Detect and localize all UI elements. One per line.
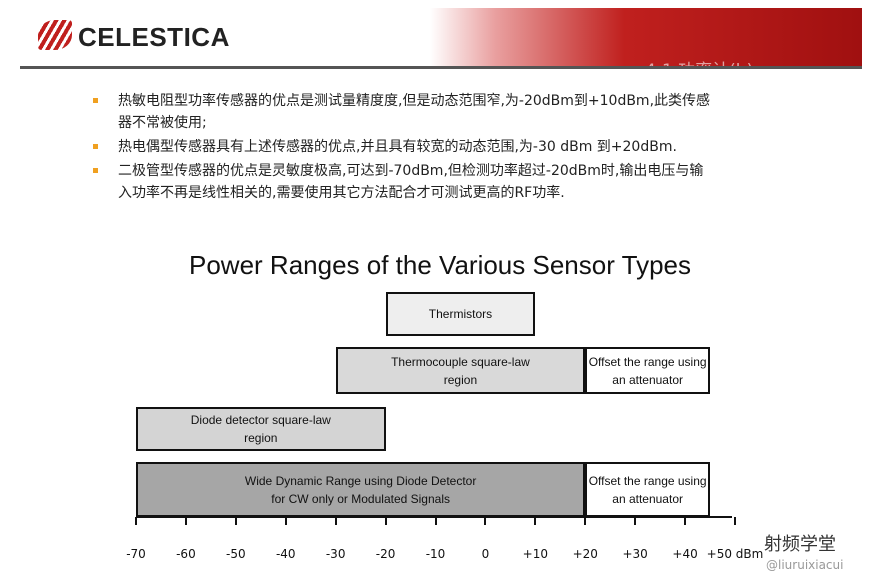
bullet-dot — [93, 144, 98, 149]
x-tick-label: +30 — [622, 547, 648, 561]
range-bar: Thermocouple square-law region — [335, 347, 586, 394]
x-tick-label: -20 — [375, 547, 396, 561]
logo: CELESTICA — [78, 22, 230, 52]
bullet-dot — [93, 98, 98, 103]
tick-mark — [734, 517, 736, 525]
bar-label: region — [244, 431, 278, 445]
tick-mark — [534, 517, 537, 525]
tick-mark — [184, 517, 187, 525]
header-banner — [430, 8, 862, 68]
header-rule — [20, 66, 862, 69]
bullet-text: 器不常被使用; — [118, 115, 207, 131]
watermark-handle: @liuruixiacui — [766, 558, 844, 572]
range-bar: Wide Dynamic Range using Diode Detector f… — [136, 462, 586, 517]
x-tick-label: 0 — [481, 547, 490, 561]
chart-title: Power Ranges of the Various Sensor Types — [189, 250, 691, 280]
bullet-text: 热敏电阻型功率传感器的优点是测试量精度度,但是动态范围窄,为-20dBm到+10… — [118, 93, 711, 109]
bar-label: an attenuator — [612, 372, 683, 387]
range-bar: Thermistors — [385, 292, 536, 336]
bullet-text: 入功率不再是线性相关的,需要使用其它方法配合才可测试更高的RF功率. — [118, 185, 565, 201]
tick-mark — [684, 517, 687, 525]
x-tick-label: -60 — [176, 547, 196, 561]
tick-mark — [284, 517, 287, 525]
range-bar: Diode detector square-law region — [136, 407, 386, 451]
x-tick-label: -10 — [425, 547, 446, 561]
tick-mark — [384, 517, 387, 525]
bar-label: for CW only or Modulated Signals — [271, 491, 450, 506]
x-tick-label: -70 — [126, 547, 146, 561]
bar-label: Thermocouple square-law — [391, 354, 530, 369]
bullet-text: 二极管型传感器的优点是灵敏度极高,可达到-70dBm,但检测功率超过-20dBm… — [118, 163, 704, 179]
x-tick-label: +40 — [672, 547, 698, 561]
x-tick-label: +10 — [522, 547, 548, 561]
bar-label: Wide Dynamic Range using Diode Detector — [244, 473, 477, 488]
range-bar: Offset the range using an attenuator — [585, 347, 711, 394]
tick-mark — [484, 517, 487, 525]
x-axis — [136, 516, 732, 518]
x-tick-label: +50 dBm — [706, 547, 764, 561]
bar-label: an attenuator — [612, 491, 683, 506]
tick-mark — [584, 517, 587, 525]
tick-mark — [634, 517, 637, 525]
bullet-dot — [93, 168, 98, 173]
x-tick-label: -50 — [226, 547, 246, 561]
tick-mark — [434, 517, 437, 525]
logo-icon — [38, 20, 72, 50]
bar-label: Offset the range using — [588, 354, 707, 369]
bar-label: Diode detector square-law — [190, 413, 331, 427]
tick-mark — [234, 517, 237, 525]
x-tick-label: -40 — [275, 547, 296, 561]
tick-mark — [135, 517, 137, 525]
x-tick-label: -30 — [325, 547, 346, 561]
bar-label: Offset the range using — [588, 473, 707, 488]
watermark: 射频学堂 — [764, 534, 836, 555]
bullet-text: 热电偶型传感器具有上述传感器的优点,并且具有较宽的动态范围,为-30 dBm 到… — [118, 139, 677, 155]
bar-label: Thermistors — [428, 307, 493, 321]
x-tick-label: +20 — [572, 547, 598, 561]
tick-mark — [334, 517, 337, 525]
range-bar: Offset the range using an attenuator — [585, 462, 711, 517]
bar-label: region — [443, 372, 478, 387]
